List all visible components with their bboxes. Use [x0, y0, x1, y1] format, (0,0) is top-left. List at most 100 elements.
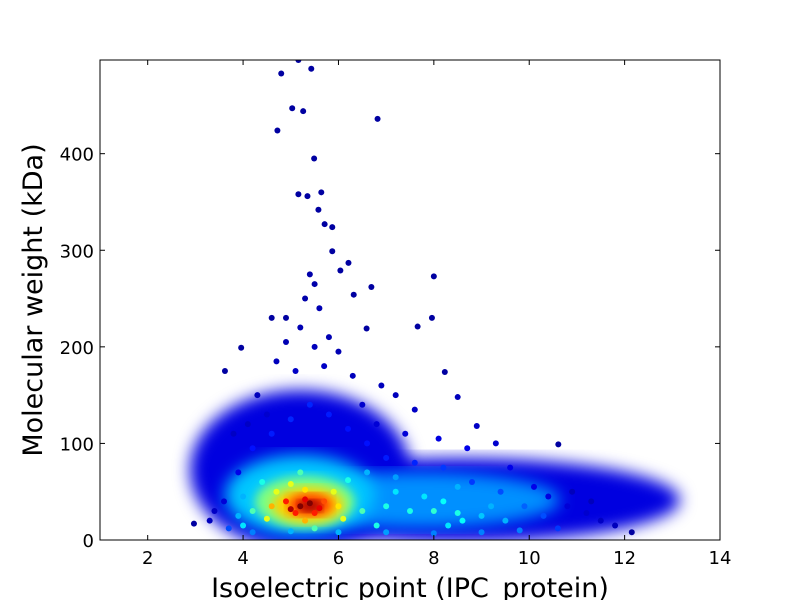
- data-point: [540, 512, 547, 519]
- data-point: [368, 283, 375, 290]
- x-axis: 2 4 6 8 10 12 14: [142, 60, 731, 569]
- data-point: [325, 411, 332, 418]
- data-point: [330, 488, 337, 495]
- data-point: [554, 525, 561, 532]
- data-point: [441, 368, 448, 375]
- data-point: [363, 325, 370, 332]
- data-point: [469, 479, 475, 486]
- data-point: [478, 512, 485, 519]
- data-point: [318, 189, 325, 196]
- data-point: [335, 348, 342, 355]
- data-point: [297, 503, 304, 510]
- density-cloud: [190, 390, 680, 540]
- data-point: [297, 469, 304, 476]
- data-point: [295, 191, 302, 198]
- x-tick-label: 10: [518, 548, 541, 569]
- data-point: [316, 505, 323, 512]
- data-point: [440, 464, 447, 471]
- data-point: [421, 493, 428, 500]
- data-point: [488, 503, 495, 510]
- data-point: [321, 221, 328, 228]
- data-point: [311, 343, 318, 350]
- data-point: [254, 392, 261, 399]
- data-point: [235, 512, 242, 519]
- data-point: [316, 305, 323, 312]
- x-tick-label: 2: [142, 548, 153, 569]
- data-point: [531, 483, 537, 490]
- data-point: [612, 522, 619, 529]
- data-point: [383, 503, 390, 510]
- data-point: [378, 382, 385, 389]
- data-point: [289, 105, 296, 112]
- y-tick-label: 200: [60, 338, 94, 359]
- data-point: [345, 477, 351, 484]
- data-point: [411, 459, 418, 466]
- data-point: [287, 480, 294, 487]
- data-point: [345, 425, 351, 432]
- data-point: [407, 508, 413, 515]
- data-point: [502, 517, 509, 524]
- data-point: [597, 517, 604, 524]
- data-point: [364, 440, 371, 447]
- data-point: [240, 493, 247, 500]
- data-point: [392, 474, 399, 481]
- data-point: [268, 314, 275, 321]
- data-point: [230, 430, 237, 437]
- data-point: [411, 406, 418, 413]
- data-point: [306, 401, 313, 408]
- y-tick-label: 300: [60, 241, 94, 262]
- data-point: [478, 529, 485, 536]
- data-point: [459, 517, 466, 524]
- data-point: [383, 529, 390, 536]
- data-point: [283, 498, 289, 505]
- data-point: [297, 324, 304, 331]
- data-point: [259, 479, 266, 486]
- data-point: [249, 445, 256, 452]
- data-point: [545, 493, 552, 500]
- data-point: [287, 506, 294, 513]
- data-point: [321, 363, 328, 370]
- data-point: [302, 517, 309, 524]
- x-tick-label: 4: [237, 548, 248, 569]
- data-point: [555, 441, 562, 448]
- data-point: [302, 486, 309, 493]
- data-point: [497, 488, 504, 495]
- data-point: [311, 509, 318, 516]
- data-point: [345, 259, 352, 266]
- data-point: [349, 372, 356, 379]
- data-point: [454, 509, 461, 516]
- data-point: [249, 508, 256, 515]
- data-point: [240, 522, 247, 529]
- data-point: [302, 295, 309, 302]
- data-point: [304, 193, 311, 200]
- data-point: [359, 401, 366, 408]
- data-point: [278, 70, 285, 77]
- data-point: [392, 392, 399, 399]
- data-point: [359, 508, 366, 515]
- data-point: [302, 496, 309, 503]
- data-point: [292, 509, 299, 516]
- data-point: [221, 367, 228, 374]
- x-tick-label: 8: [428, 548, 439, 569]
- data-point: [392, 488, 399, 495]
- data-point: [340, 515, 347, 522]
- data-point: [569, 488, 576, 495]
- data-point: [454, 394, 461, 401]
- data-point: [283, 314, 289, 321]
- data-point: [306, 500, 313, 507]
- data-point: [295, 60, 302, 63]
- y-axis-label: Molecular weight (kDa): [18, 143, 49, 456]
- data-point: [464, 445, 471, 452]
- data-point: [454, 483, 461, 490]
- data-point: [311, 281, 318, 288]
- data-point: [263, 411, 270, 418]
- data-point: [311, 525, 318, 532]
- data-point: [335, 503, 342, 510]
- y-axis: 0 100 200 300 400: [60, 145, 720, 552]
- data-point: [337, 267, 344, 274]
- data-point: [628, 529, 635, 536]
- data-point: [492, 440, 499, 447]
- data-point: [329, 248, 336, 255]
- data-point: [206, 517, 213, 524]
